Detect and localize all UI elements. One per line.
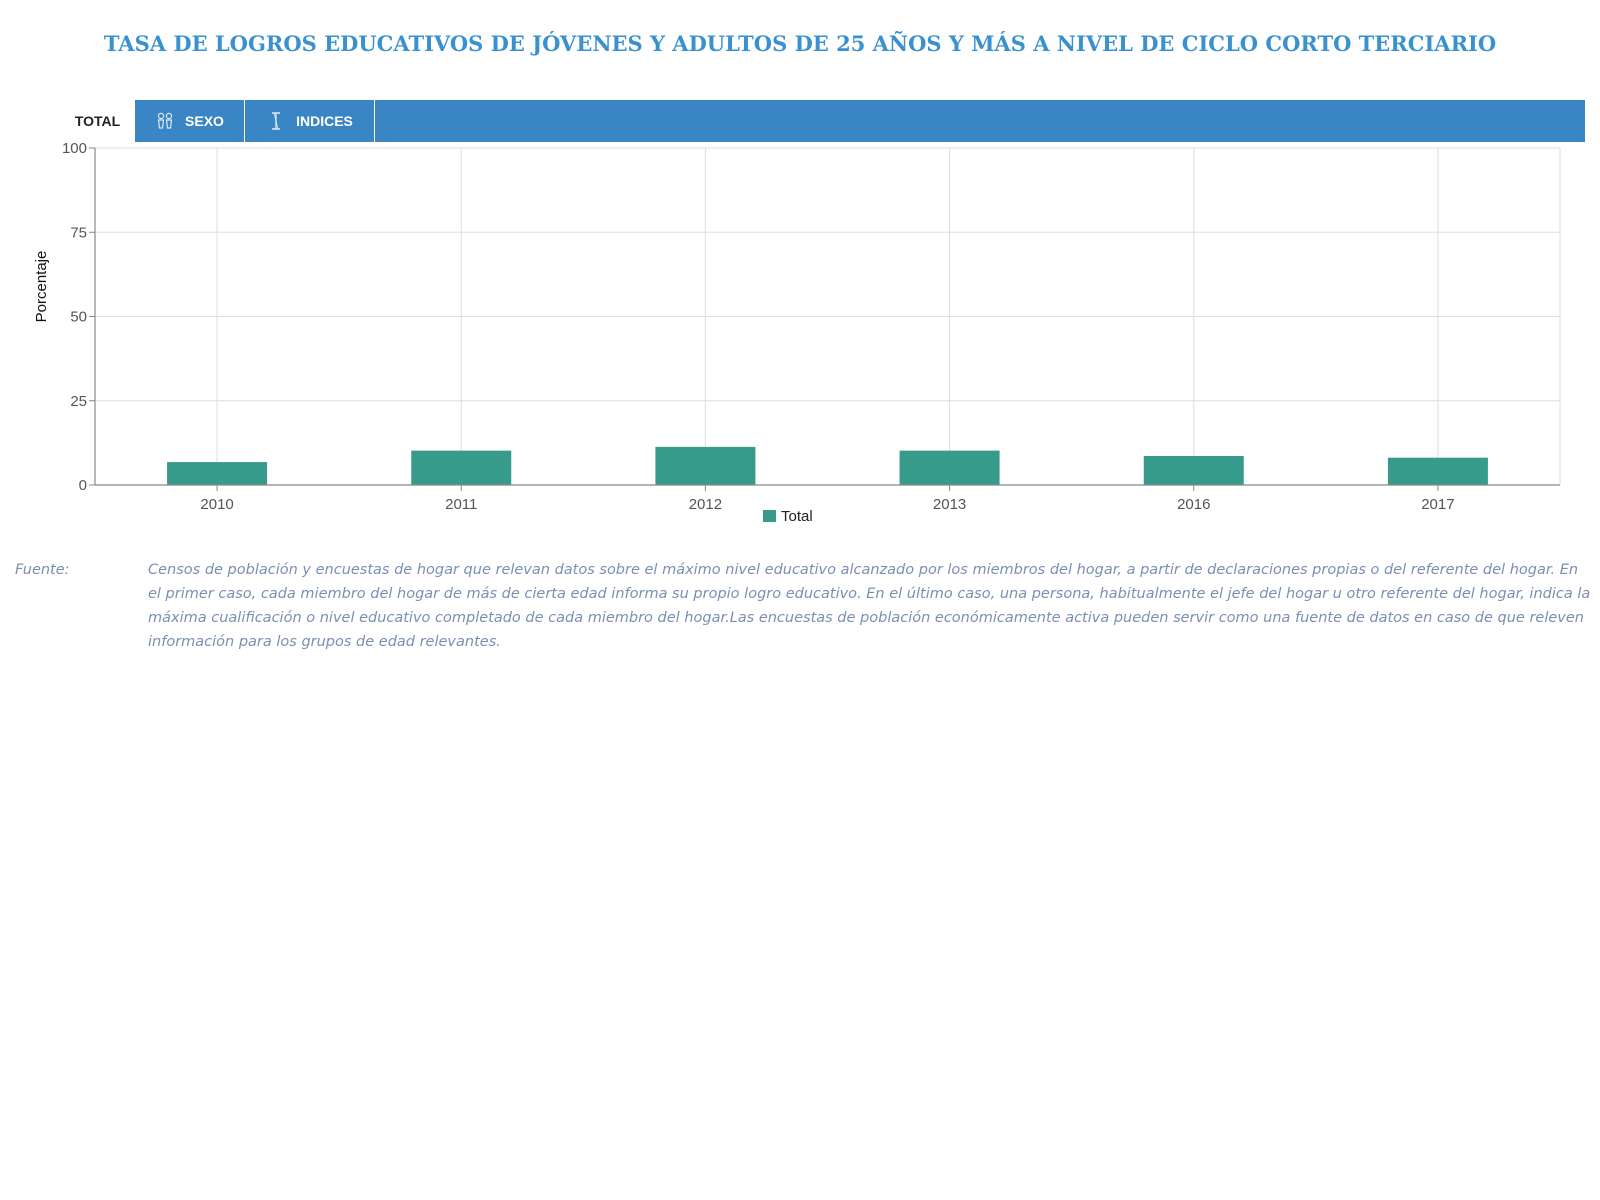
gender-icon [155,111,175,131]
tab-sexo-label: SEXO [185,113,224,129]
y-tick-label: 50 [70,309,87,326]
x-tick-label: 2016 [1177,496,1210,513]
x-tick-label: 2011 [445,496,477,513]
tab-indices[interactable]: INDICES [245,100,375,142]
x-tick-label: 2010 [200,496,233,513]
bar-2010[interactable] [167,462,268,485]
tab-strip-background [135,100,1585,142]
x-tick-label: 2017 [1421,496,1454,513]
chart-container: 0 25 50 75 100 2010 2011 2012 2013 2016 2017 Porcen… [0,140,1600,540]
tab-bar: TOTAL SEXO INDICES [0,100,1585,142]
legend-swatch[interactable] [763,510,776,522]
x-tick-label: 2012 [689,496,722,513]
source-label: Fuente: [15,562,70,578]
y-axis-label: Porcentaje [33,251,50,323]
bar-2013[interactable] [899,450,1000,485]
bar-2012[interactable] [655,446,756,485]
tab-sexo[interactable]: SEXO [135,100,245,142]
bar-2017[interactable] [1387,457,1488,485]
tab-indices-label: INDICES [296,113,353,129]
y-tick-label: 25 [70,393,87,410]
source-text: Censos de población y encuestas de hogar… [148,562,1591,650]
y-tick-label: 75 [70,224,87,241]
tab-total[interactable]: TOTAL [60,100,135,142]
legend-label[interactable]: Total [781,508,813,525]
bar-2016[interactable] [1143,456,1244,485]
page-title: TASA DE LOGROS EDUCATIVOS DE JÓVENES Y A… [103,31,1497,56]
y-tick-label: 100 [62,140,87,157]
bar-2011[interactable] [411,450,512,485]
tab-total-label: TOTAL [74,113,121,129]
y-tick-label: 0 [79,477,87,494]
index-cursor-icon [266,111,286,131]
bar-chart: 0 25 50 75 100 2010 2011 2012 2013 2016 2017 Porcen… [33,140,1561,525]
x-tick-label: 2013 [933,496,966,513]
